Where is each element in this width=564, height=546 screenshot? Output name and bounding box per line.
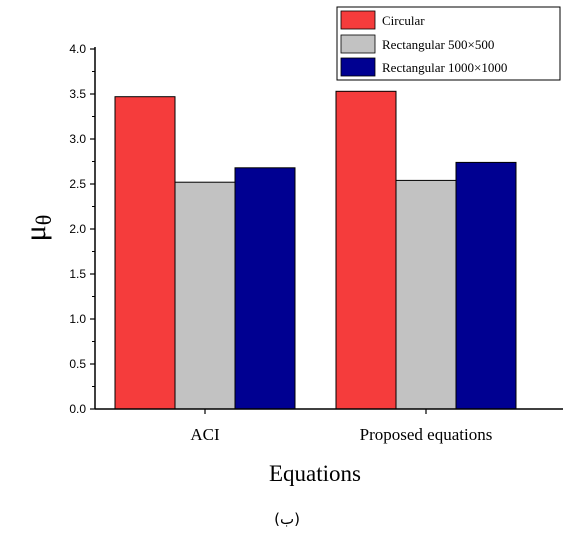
y-tick-label: 0.0: [69, 402, 86, 416]
legend-swatch: [340, 10, 376, 30]
legend: Circular Rectangular 500×500 Rectangular 1…: [336, 6, 561, 81]
y-tick-label: 4.0: [69, 42, 86, 56]
y-tick-label: 3.0: [69, 132, 86, 146]
y-axis-title: μθ: [19, 215, 56, 242]
y-axis-title-main: μ: [19, 225, 52, 241]
y-tick-label: 2.5: [69, 177, 86, 191]
y-tick-label: 1.0: [69, 312, 86, 326]
axes-layer: [94, 47, 563, 410]
y-ticks: 0.0 0.5 1.0 1.5 2.0 2.5 3.0 3.5 4.0: [69, 42, 95, 416]
y-tick-label: 3.5: [69, 87, 86, 101]
legend-label: Rectangular 1000×1000: [382, 60, 507, 75]
x-tick-label: Proposed equations: [360, 425, 493, 444]
y-tick-label: 1.5: [69, 267, 86, 281]
legend-label: Rectangular 500×500: [382, 37, 494, 52]
legend-swatch: [340, 57, 376, 77]
y-tick-label: 0.5: [69, 357, 86, 371]
bar-1-2: [335, 90, 397, 410]
legend-swatch: [340, 34, 376, 54]
bar-3-1: [234, 167, 296, 410]
y-tick-label: 2.0: [69, 222, 86, 236]
bar-2-1: [174, 181, 236, 410]
y-axis-title-sub: θ: [31, 215, 56, 226]
bar-1-1: [114, 96, 176, 410]
bars-layer: [114, 90, 517, 410]
legend-label: Circular: [382, 13, 425, 28]
x-ticks: ACI Proposed equations: [190, 409, 492, 444]
x-tick-label: ACI: [190, 425, 220, 444]
bar-2-2: [395, 179, 457, 410]
bar-3-2: [455, 161, 517, 410]
x-axis-title: Equations: [269, 461, 361, 486]
figure-caption: (ب): [274, 510, 300, 528]
